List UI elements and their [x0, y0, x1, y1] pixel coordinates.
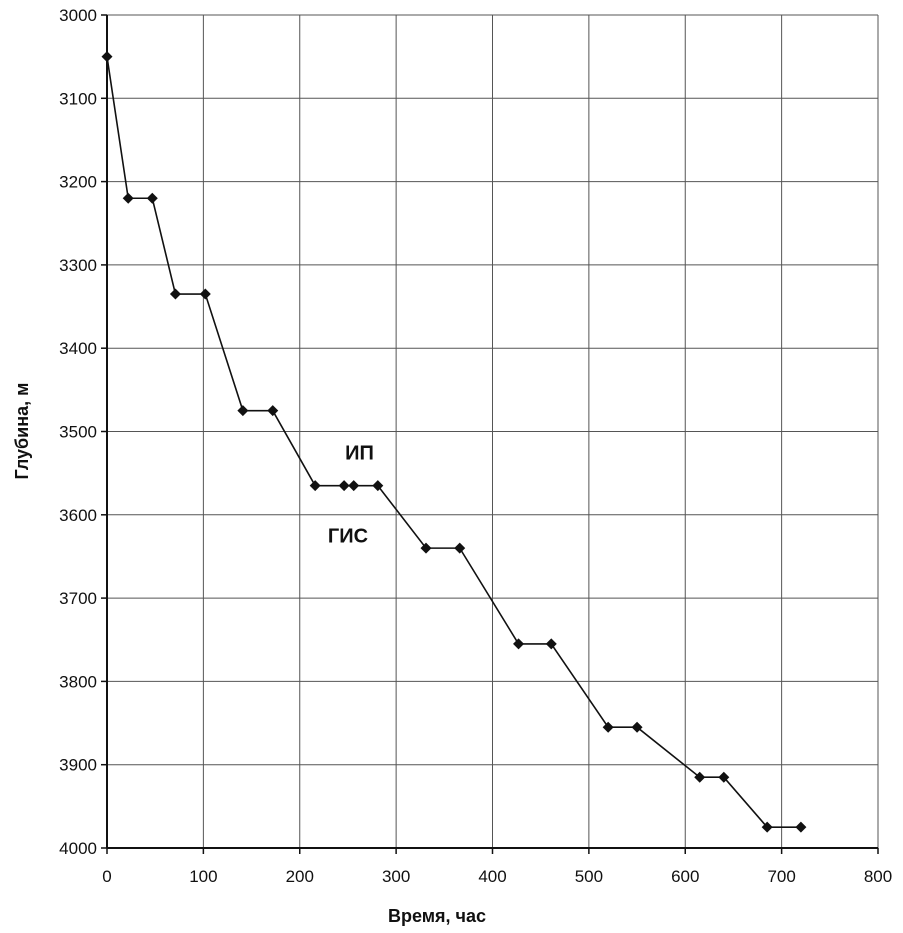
x-tick-label: 400: [478, 867, 506, 886]
data-point-marker: [513, 638, 525, 650]
data-point-marker: [338, 480, 350, 492]
data-point-marker: [309, 480, 321, 492]
data-point-marker: [122, 192, 134, 204]
x-tick-label: 800: [864, 867, 892, 886]
y-tick-label: 3300: [59, 256, 97, 275]
y-tick-label: 3400: [59, 339, 97, 358]
data-point-marker: [420, 542, 432, 554]
data-point-marker: [545, 638, 557, 650]
y-tick-label: 3800: [59, 672, 97, 691]
x-tick-label: 500: [575, 867, 603, 886]
y-tick-label: 3000: [59, 6, 97, 25]
data-point-marker: [199, 288, 211, 300]
data-point-marker: [372, 480, 384, 492]
data-point-marker: [267, 405, 279, 417]
data-point-marker: [795, 821, 807, 833]
y-tick-label: 3600: [59, 506, 97, 525]
y-axis-title: Глубина, м: [12, 383, 32, 480]
x-tick-label: 600: [671, 867, 699, 886]
data-point-marker: [146, 192, 158, 204]
x-tick-label: 700: [767, 867, 795, 886]
data-point-marker: [348, 480, 360, 492]
data-point-marker: [694, 771, 706, 783]
data-point-marker: [101, 51, 113, 63]
x-tick-label: 100: [189, 867, 217, 886]
y-tick-label: 3700: [59, 589, 97, 608]
data-point-marker: [454, 542, 466, 554]
annotation-label: ИП: [345, 442, 374, 464]
data-point-marker: [602, 721, 614, 733]
y-tick-label: 3500: [59, 423, 97, 442]
series-group: [101, 51, 807, 833]
y-tick-label: 3900: [59, 756, 97, 775]
annotation-label: ГИС: [328, 526, 368, 548]
x-tick-label: 200: [286, 867, 314, 886]
data-point-marker: [169, 288, 181, 300]
x-tick-label: 0: [102, 867, 111, 886]
y-tick-label: 3100: [59, 89, 97, 108]
x-tick-label: 300: [382, 867, 410, 886]
data-point-marker: [237, 405, 249, 417]
data-point-marker: [631, 721, 643, 733]
y-tick-label: 4000: [59, 839, 97, 858]
annotations: ИП ГИС: [328, 442, 374, 547]
y-tick-label: 3200: [59, 173, 97, 192]
x-axis-title: Время, час: [388, 906, 486, 926]
data-point-marker: [718, 771, 730, 783]
data-point-marker: [761, 821, 773, 833]
axes: 3000310032003300340035003600370038003900…: [59, 6, 892, 886]
